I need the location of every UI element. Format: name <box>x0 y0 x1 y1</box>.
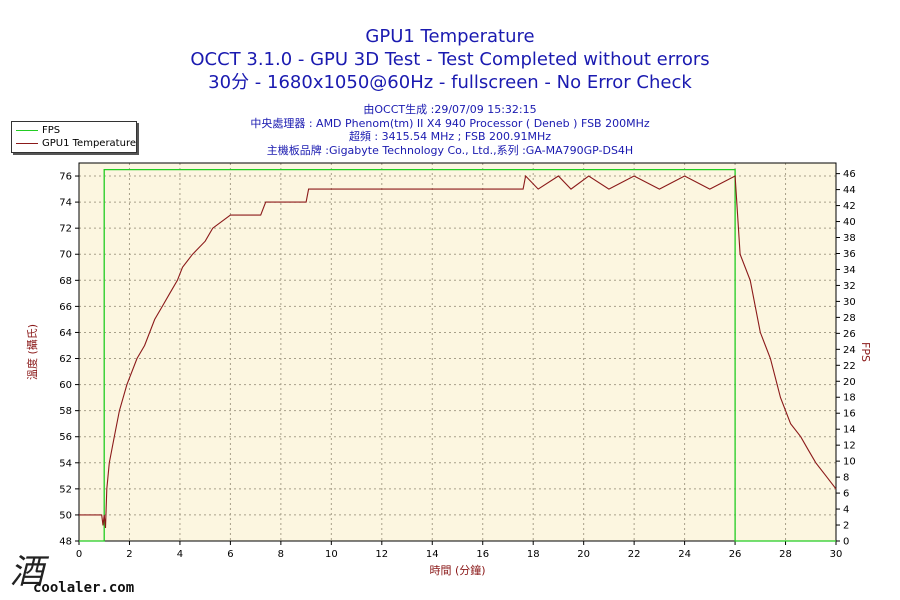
y-tick-label: 56 <box>59 432 72 443</box>
y-tick-label: 48 <box>59 537 72 548</box>
y-tick-label: 74 <box>59 198 72 209</box>
y-tick-label: 52 <box>59 484 72 495</box>
y-tick-label: 68 <box>59 276 72 287</box>
y2-axis-label: FPS <box>859 342 872 362</box>
y-tick-label: 72 <box>59 224 72 235</box>
x-tick-label: 26 <box>729 549 742 560</box>
info-motherboard: 主機板品牌 :Gigabyte Technology Co., Ltd.,系列 … <box>266 143 634 157</box>
info-clock: 超頻 : 3415.54 MHz ; FSB 200.91MHz <box>348 130 552 144</box>
system-info: 由OCCT生成 :29/07/09 15:32:15 中央處理器 : AMD P… <box>0 103 900 157</box>
legend-swatch-temperature <box>16 143 38 144</box>
plot-area <box>79 163 836 541</box>
x-tick-label: 2 <box>126 549 132 560</box>
y2-tick-label: 34 <box>843 265 856 276</box>
y2-tick-label: 0 <box>843 537 849 548</box>
y2-tick-label: 8 <box>843 473 849 484</box>
x-tick-label: 6 <box>227 549 233 560</box>
y-axis-label: 溫度 (攝氏) <box>25 324 39 380</box>
x-tick-label: 18 <box>527 549 540 560</box>
y2-tick-label: 44 <box>843 185 856 196</box>
x-tick-label: 22 <box>628 549 641 560</box>
info-generated: 由OCCT生成 :29/07/09 15:32:15 <box>363 103 537 116</box>
y2-tick-label: 36 <box>843 249 856 260</box>
y2-tick-label: 12 <box>843 441 856 452</box>
series-line-temperature <box>79 174 837 529</box>
legend-item-fps: FPS <box>16 124 136 137</box>
chart-subtitle-1: OCCT 3.1.0 - GPU 3D Test - Test Complete… <box>190 49 710 70</box>
x-tick-label: 12 <box>375 549 388 560</box>
info-cpu: 中央處理器 : AMD Phenom(tm) II X4 940 Process… <box>250 116 650 130</box>
y2-tick-label: 16 <box>843 409 856 420</box>
y2-tick-label: 24 <box>843 345 856 356</box>
x-tick-label: 8 <box>278 549 284 560</box>
y2-tick-label: 6 <box>843 489 849 500</box>
y-tick-label: 54 <box>59 458 72 469</box>
legend-swatch-fps <box>16 130 38 131</box>
y-tick-label: 60 <box>59 380 72 391</box>
y2-tick-label: 26 <box>843 329 856 340</box>
plot-border <box>78 162 837 542</box>
axes: 0 2 4 6 8 10 12 14 16 18 20 22 24 26 28 304850525456586… <box>59 169 855 560</box>
y2-tick-label: 10 <box>843 457 856 468</box>
y2-tick-label: 32 <box>843 281 856 292</box>
x-tick-label: 30 <box>830 549 843 560</box>
y2-tick-label: 30 <box>843 297 856 308</box>
legend-label-fps: FPS <box>42 125 61 136</box>
chart-subtitle-2: 30分 - 1680x1050@60Hz - fullscreen - No E… <box>208 72 692 93</box>
legend: FPS GPU1 Temperature <box>11 121 137 153</box>
legend-item-temperature: GPU1 Temperature <box>16 137 136 150</box>
legend-label-temperature: GPU1 Temperature <box>42 138 136 149</box>
x-axis-label: 時間 (分鐘) <box>429 563 485 577</box>
y2-tick-label: 22 <box>843 361 856 372</box>
watermark-glyph: 酒 <box>10 552 50 592</box>
y-tick-label: 62 <box>59 354 72 365</box>
y2-tick-label: 42 <box>843 201 856 212</box>
x-tick-label: 0 <box>76 549 82 560</box>
y2-tick-label: 20 <box>843 377 856 388</box>
y2-tick-label: 40 <box>843 217 856 228</box>
watermark-logo: 酒 coolaler.com <box>10 552 134 596</box>
x-tick-label: 24 <box>678 549 691 560</box>
grid <box>79 163 836 542</box>
watermark-site: coolaler.com <box>33 580 134 596</box>
y-tick-label: 66 <box>59 302 72 313</box>
y2-tick-label: 14 <box>843 425 856 436</box>
y2-tick-label: 38 <box>843 233 856 244</box>
y-tick-label: 76 <box>59 172 72 183</box>
y2-tick-label: 4 <box>843 505 849 516</box>
y2-tick-label: 2 <box>843 521 849 532</box>
y-tick-label: 50 <box>59 510 72 521</box>
x-tick-label: 16 <box>476 549 489 560</box>
title-block: GPU1 Temperature OCCT 3.1.0 - GPU 3D Tes… <box>0 26 900 94</box>
x-tick-label: 10 <box>325 549 338 560</box>
y2-tick-label: 18 <box>843 393 856 404</box>
x-tick-label: 4 <box>177 549 183 560</box>
x-tick-label: 20 <box>577 549 590 560</box>
chart-title: GPU1 Temperature <box>365 26 535 47</box>
y-tick-label: 70 <box>59 250 72 261</box>
y2-tick-label: 28 <box>843 313 856 324</box>
y-tick-label: 64 <box>59 328 72 339</box>
series-line-fps <box>79 168 836 542</box>
y-tick-label: 58 <box>59 406 72 417</box>
x-tick-label: 14 <box>426 549 439 560</box>
x-tick-label: 28 <box>779 549 792 560</box>
y2-tick-label: 46 <box>843 169 856 180</box>
